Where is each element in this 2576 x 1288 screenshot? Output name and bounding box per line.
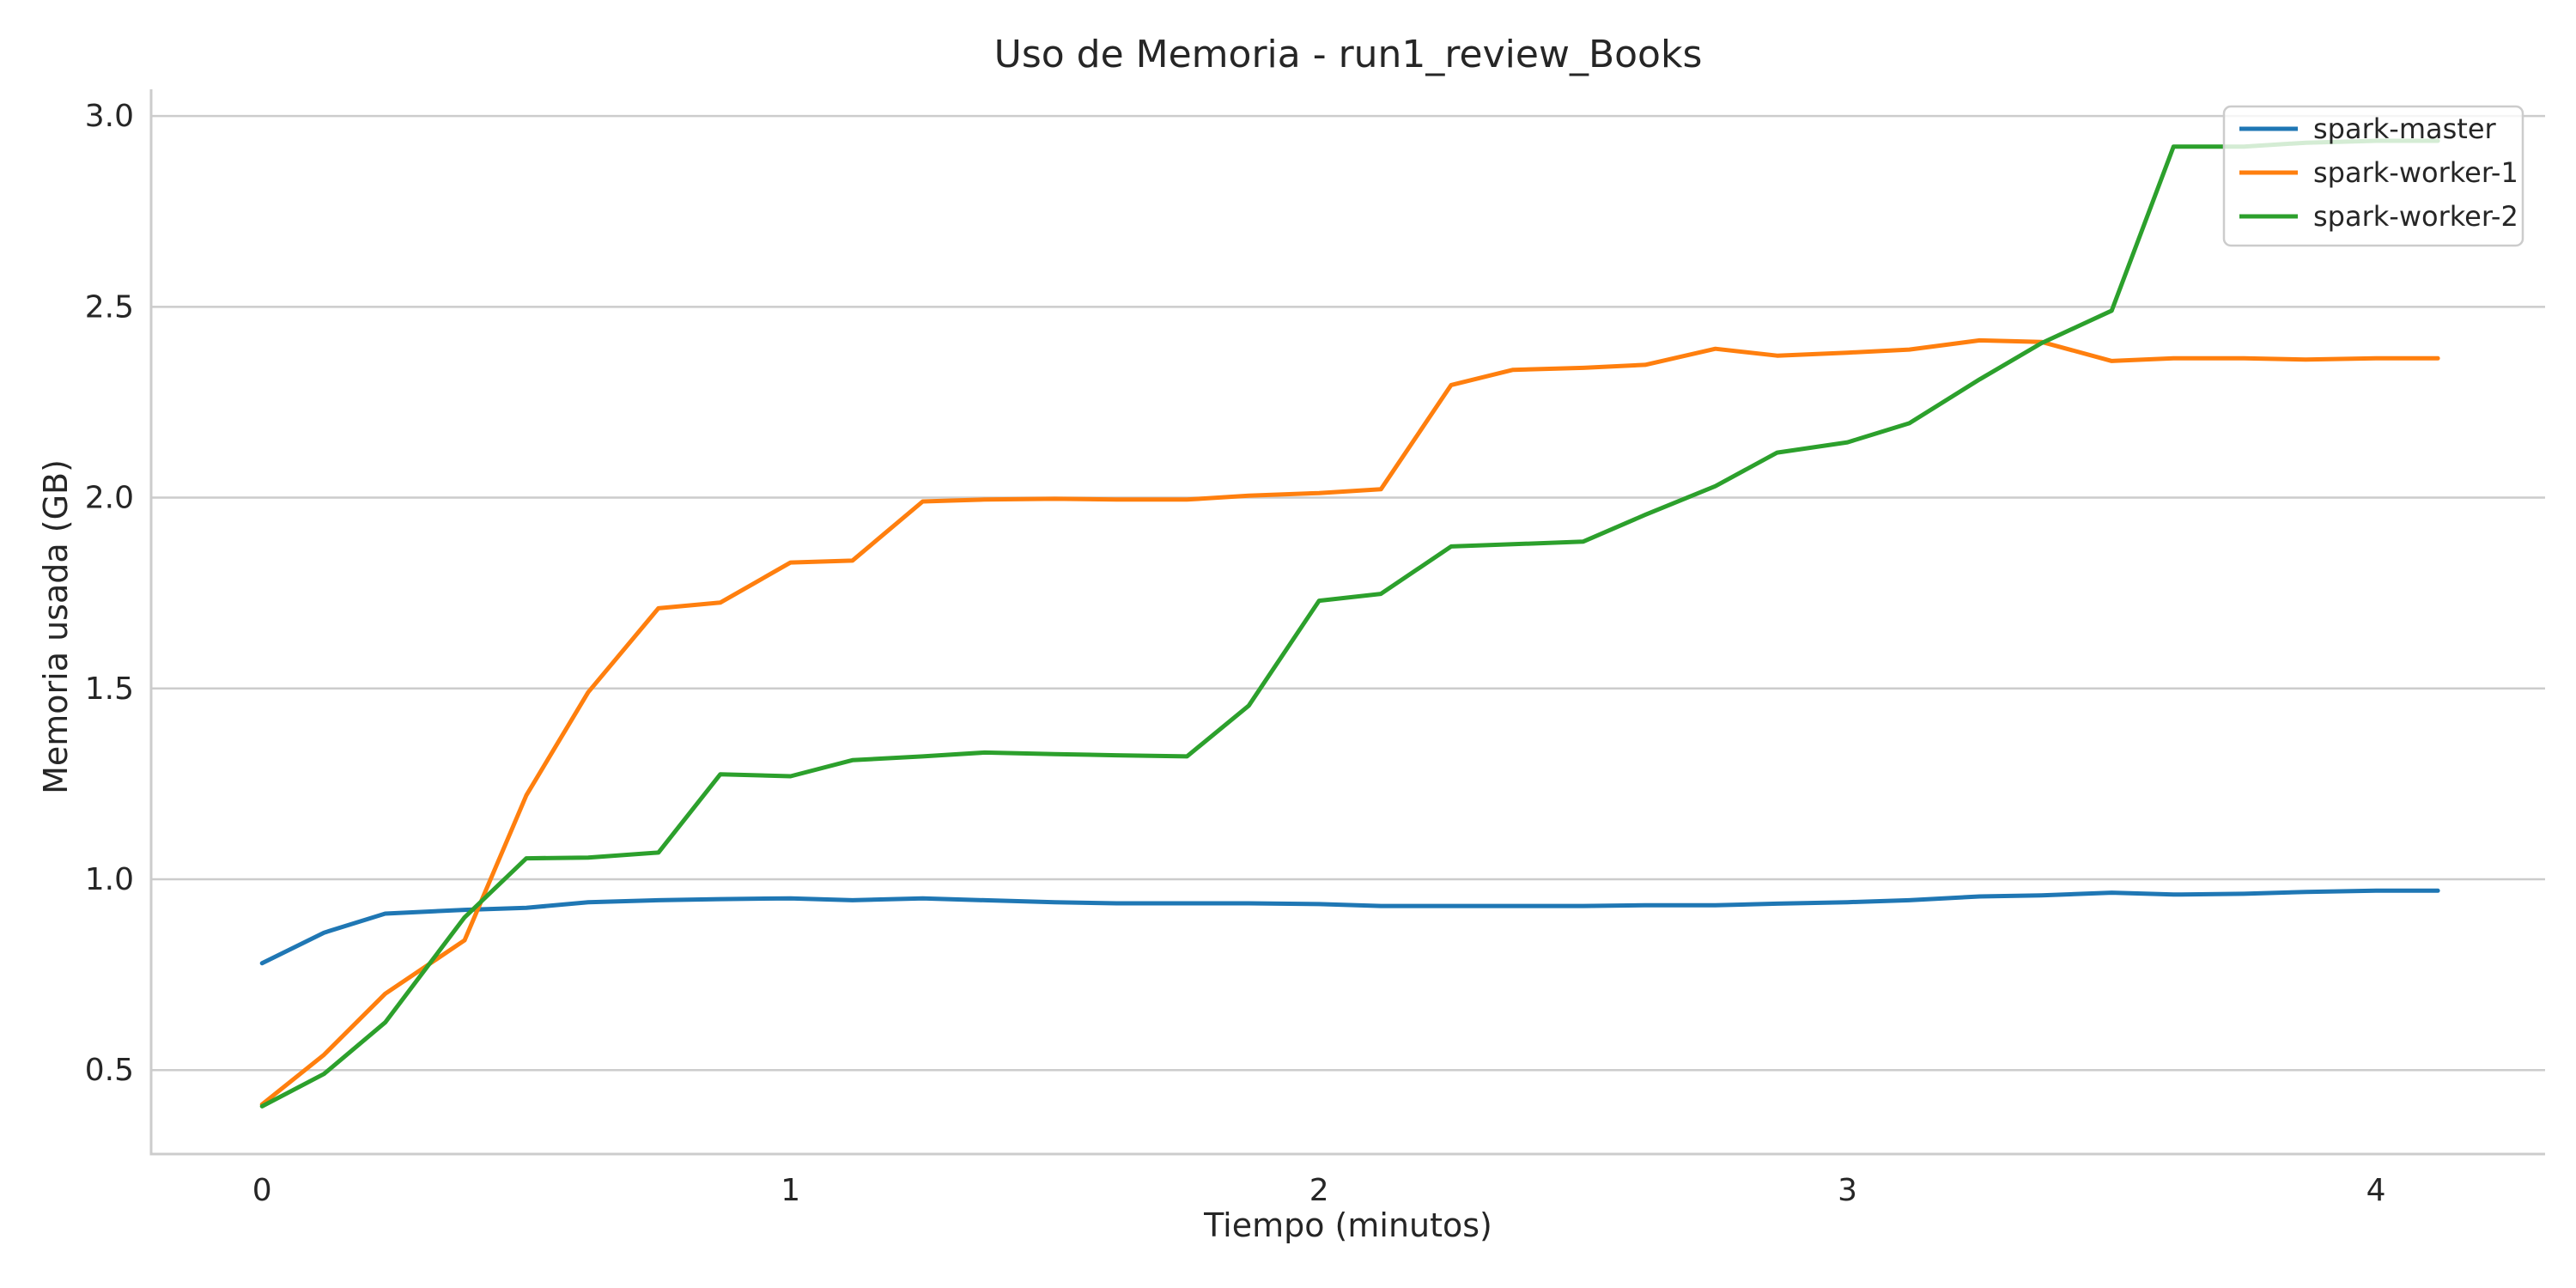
x-tick-label: 2 bbox=[1309, 1173, 1329, 1208]
series-line-spark-master bbox=[259, 888, 2440, 966]
series-line-spark-worker-1 bbox=[259, 337, 2440, 1107]
x-tick-label: 1 bbox=[781, 1173, 800, 1208]
y-tick-label: 2.5 bbox=[85, 289, 134, 325]
y-tick-label: 3.0 bbox=[85, 99, 134, 134]
grid-lines bbox=[151, 114, 2545, 1072]
x-tick-label: 0 bbox=[252, 1173, 272, 1208]
legend: spark-master spark-worker-1 spark-worker-2 bbox=[2222, 105, 2524, 247]
legend-label-spark-worker-1: spark-worker-1 bbox=[2313, 156, 2518, 189]
x-tick-label: 3 bbox=[1838, 1173, 1857, 1208]
y-tick-label: 2.0 bbox=[85, 481, 134, 516]
series-lines bbox=[259, 138, 2440, 1109]
legend-box bbox=[2222, 105, 2524, 247]
y-tick-label: 1.0 bbox=[85, 862, 134, 897]
y-tick-label: 1.5 bbox=[85, 671, 134, 707]
series-line-spark-worker-2 bbox=[259, 138, 2440, 1109]
x-axis-ticks: 0 1 2 3 4 bbox=[252, 1173, 2386, 1208]
y-tick-label: 0.5 bbox=[85, 1053, 134, 1088]
x-axis-label: Tiempo (minutos) bbox=[1203, 1206, 1492, 1244]
x-tick-label: 4 bbox=[2366, 1173, 2386, 1208]
y-axis-ticks: 0.5 1.0 1.5 2.0 2.5 3.0 bbox=[85, 99, 134, 1088]
axis-spines bbox=[149, 89, 2545, 1156]
chart-title: Uso de Memoria - run1_review_Books bbox=[994, 33, 1703, 76]
legend-label-spark-worker-2: spark-worker-2 bbox=[2313, 200, 2518, 233]
y-axis-label: Memoria usada (GB) bbox=[37, 459, 75, 794]
legend-label-spark-master: spark-master bbox=[2313, 112, 2497, 145]
